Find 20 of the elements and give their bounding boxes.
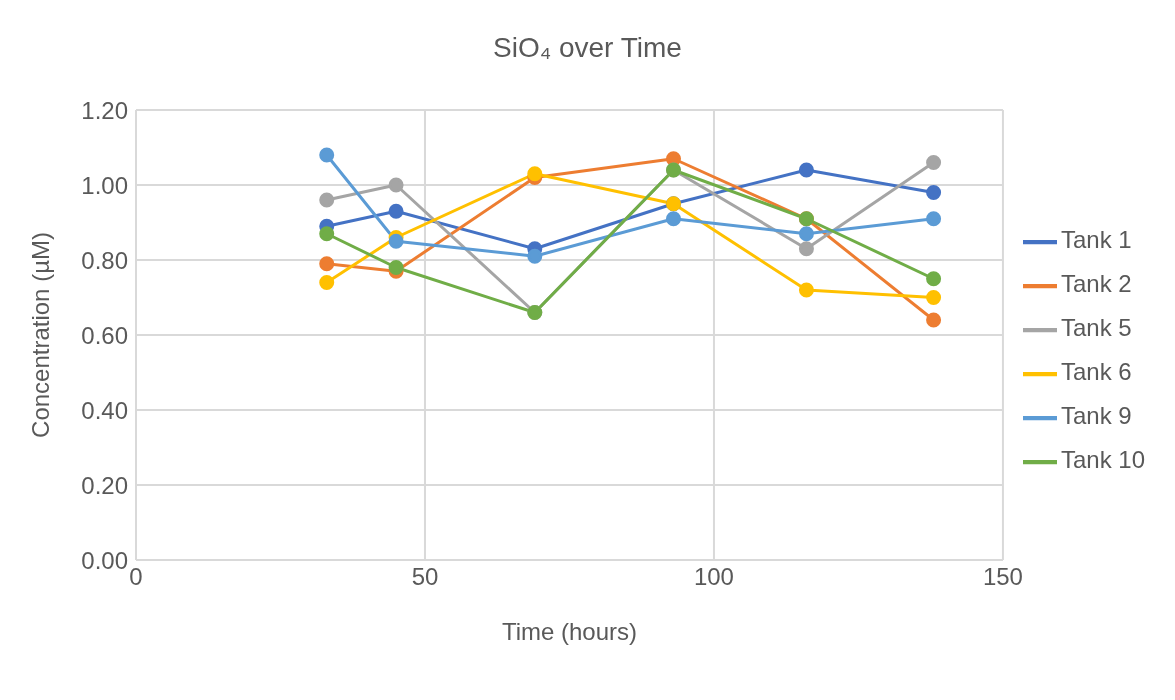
x-tick-label: 50 — [411, 563, 439, 591]
x-tick-label: 150 — [982, 563, 1023, 591]
legend-label: Tank 2 — [1060, 270, 1132, 297]
y-axis-title: Concentration (µM) — [26, 232, 54, 438]
y-tick-label: 0.00 — [81, 546, 128, 574]
legend-label: Tank 10 — [1060, 446, 1145, 473]
y-tick-label: 1.20 — [81, 96, 128, 124]
y-tick-label: 0.60 — [81, 321, 128, 349]
y-tick-label: 0.80 — [81, 246, 128, 274]
legend-label: Tank 6 — [1060, 358, 1132, 385]
x-tick-label: 100 — [693, 563, 734, 591]
y-tick-label: 1.00 — [81, 171, 128, 199]
chart-title: SiO₄ over Time — [492, 32, 683, 64]
legend-label: Tank 9 — [1060, 402, 1132, 429]
legend-label: Tank 5 — [1060, 314, 1132, 341]
y-tick-label: 0.20 — [81, 471, 128, 499]
y-tick-label: 0.40 — [81, 396, 128, 424]
legend-label: Tank 1 — [1060, 226, 1132, 253]
x-axis-title: Time (hours) — [501, 618, 638, 645]
x-tick-label: 0 — [129, 563, 143, 591]
